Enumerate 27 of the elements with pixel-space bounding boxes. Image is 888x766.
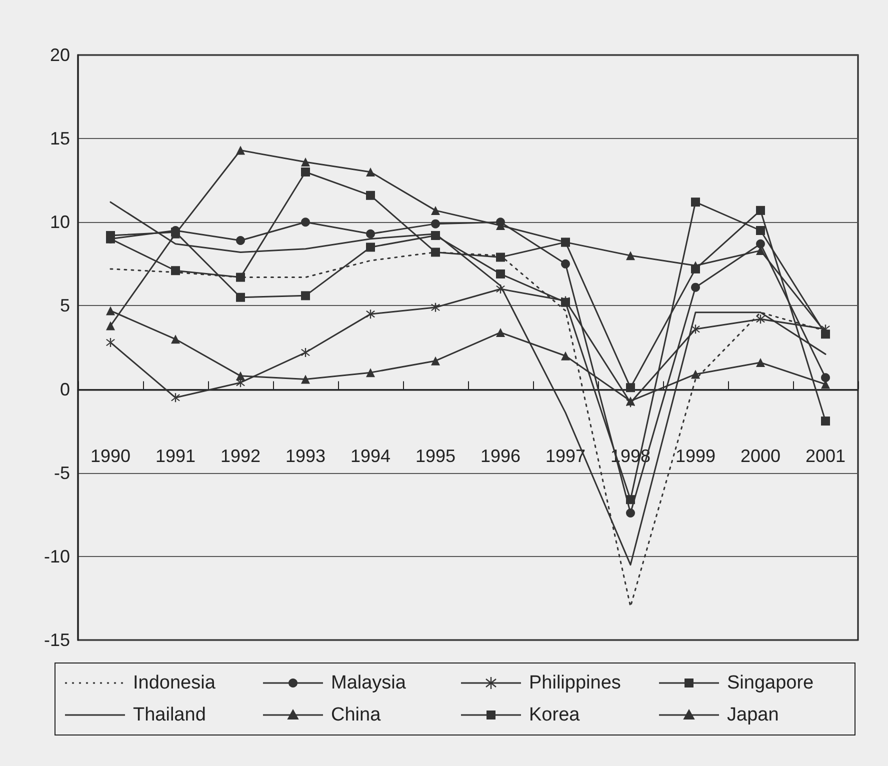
legend-label: Japan	[727, 704, 779, 726]
y-tick-label: -15	[44, 630, 70, 650]
x-tick-label: 1992	[220, 446, 261, 466]
legend-label: Philippines	[529, 672, 621, 694]
x-tick-label: 1990	[90, 446, 131, 466]
legend-label: Singapore	[727, 672, 814, 694]
x-tick-label: 1996	[480, 446, 521, 466]
y-tick-label: 20	[50, 45, 70, 65]
x-tick-label: 1994	[350, 446, 391, 466]
legend-label: Thailand	[133, 704, 206, 726]
legend-label: Malaysia	[331, 672, 406, 694]
y-tick-label: 0	[60, 379, 70, 400]
x-tick-label: 1993	[285, 446, 326, 466]
legend-label: China	[331, 704, 382, 726]
x-tick-label: 2001	[805, 446, 846, 466]
legend-label: Korea	[529, 704, 580, 726]
x-tick-label: 1999	[675, 446, 716, 466]
y-tick-label: 10	[50, 212, 70, 232]
x-tick-label: 1991	[155, 446, 196, 466]
y-tick-label: -5	[54, 462, 70, 483]
x-tick-label: 2000	[740, 446, 781, 466]
y-tick-label: -10	[44, 546, 70, 566]
y-tick-label: 5	[60, 296, 70, 316]
x-tick-label: 1995	[415, 446, 456, 466]
x-tick-label: 1997	[545, 446, 586, 466]
y-tick-label: 15	[50, 128, 70, 149]
legend-label: Indonesia	[133, 672, 216, 694]
